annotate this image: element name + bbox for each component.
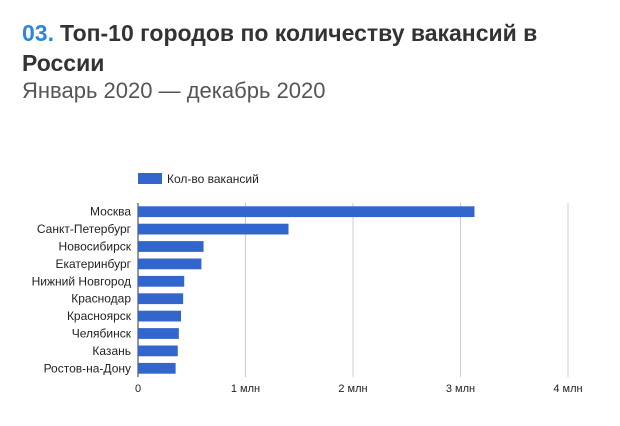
category-label: Краснодар bbox=[71, 292, 131, 306]
legend-swatch bbox=[138, 173, 162, 184]
bar bbox=[138, 275, 185, 287]
bar bbox=[138, 362, 176, 374]
x-tick-label: 2 млн bbox=[338, 383, 367, 395]
category-labels: Москва Санкт-Петербург Новосибирск Екатерин… bbox=[32, 205, 132, 376]
bar bbox=[138, 223, 289, 235]
legend: Кол-во вакансий bbox=[138, 172, 259, 186]
category-label: Красноярск bbox=[67, 309, 132, 323]
category-label: Ростов-на-Дону bbox=[44, 361, 131, 375]
category-label: Казань bbox=[92, 344, 131, 358]
legend-label: Кол-во вакансий bbox=[167, 172, 259, 186]
category-label: Москва bbox=[90, 205, 131, 219]
x-tick-labels: 0 1 млн 2 млн 3 млн 4 млн bbox=[135, 383, 583, 395]
page-subtitle: Январь 2020 — декабрь 2020 bbox=[22, 78, 326, 103]
category-label: Нижний Новгород bbox=[32, 274, 131, 288]
bar bbox=[138, 206, 475, 218]
page-title: 03. Топ-10 городов по количеству вакансий… bbox=[22, 18, 612, 78]
x-tick-label: 0 bbox=[135, 383, 141, 395]
bar bbox=[138, 258, 202, 270]
title-text: Топ-10 городов по количеству вакансий в … bbox=[22, 20, 538, 76]
category-label: Новосибирск bbox=[59, 240, 132, 254]
bar bbox=[138, 241, 204, 252]
x-tick-label: 1 млн bbox=[231, 383, 260, 395]
bar bbox=[138, 345, 178, 357]
x-tick-label: 4 млн bbox=[553, 383, 582, 395]
category-label: Санкт-Петербург bbox=[37, 222, 132, 236]
chart-header: 03. Топ-10 городов по количеству вакансий… bbox=[22, 18, 612, 104]
category-label: Екатеринбург bbox=[56, 257, 132, 271]
bars bbox=[138, 206, 475, 374]
bar bbox=[138, 293, 184, 305]
bar bbox=[138, 328, 179, 339]
x-tick-label: 3 млн bbox=[446, 383, 475, 395]
bar bbox=[138, 310, 181, 322]
title-number: 03. bbox=[22, 20, 54, 46]
category-label: Челябинск bbox=[72, 327, 132, 341]
